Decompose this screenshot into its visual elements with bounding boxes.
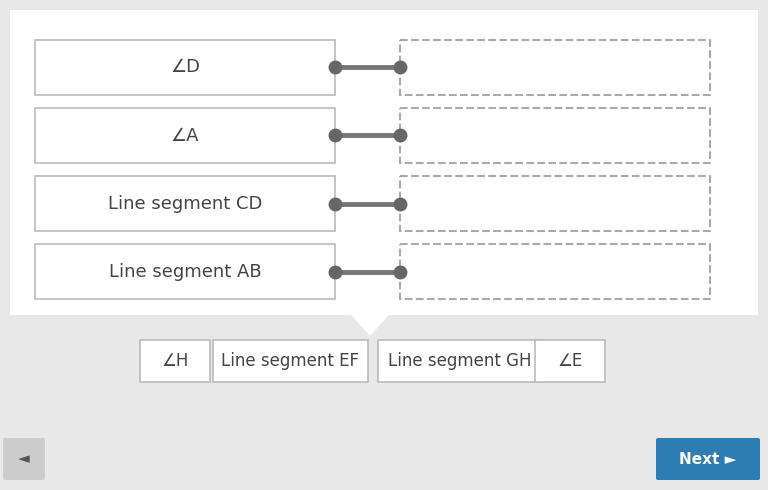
Bar <box>400 176 710 231</box>
Text: Line segment GH: Line segment GH <box>389 352 531 370</box>
Text: ∠D: ∠D <box>170 58 200 76</box>
Text: ∠E: ∠E <box>558 352 583 370</box>
Text: ∠A: ∠A <box>170 126 199 145</box>
Text: ∠H: ∠H <box>161 352 189 370</box>
Bar <box>10 10 758 315</box>
Bar <box>35 108 335 163</box>
Bar <box>400 244 710 299</box>
Polygon shape <box>352 315 388 335</box>
Bar <box>535 340 605 382</box>
Text: Next ►: Next ► <box>680 451 737 466</box>
Text: Line segment EF: Line segment EF <box>221 352 359 370</box>
Bar <box>140 340 210 382</box>
Bar <box>378 340 542 382</box>
Bar <box>400 40 710 95</box>
Bar <box>35 40 335 95</box>
Text: Line segment AB: Line segment AB <box>109 263 261 280</box>
Bar <box>400 108 710 163</box>
Bar <box>35 244 335 299</box>
FancyBboxPatch shape <box>656 438 760 480</box>
Bar <box>10 318 758 418</box>
Bar <box>213 340 368 382</box>
Text: Line segment CD: Line segment CD <box>108 195 262 213</box>
Text: ◄: ◄ <box>18 451 30 466</box>
Bar <box>35 176 335 231</box>
FancyBboxPatch shape <box>3 438 45 480</box>
